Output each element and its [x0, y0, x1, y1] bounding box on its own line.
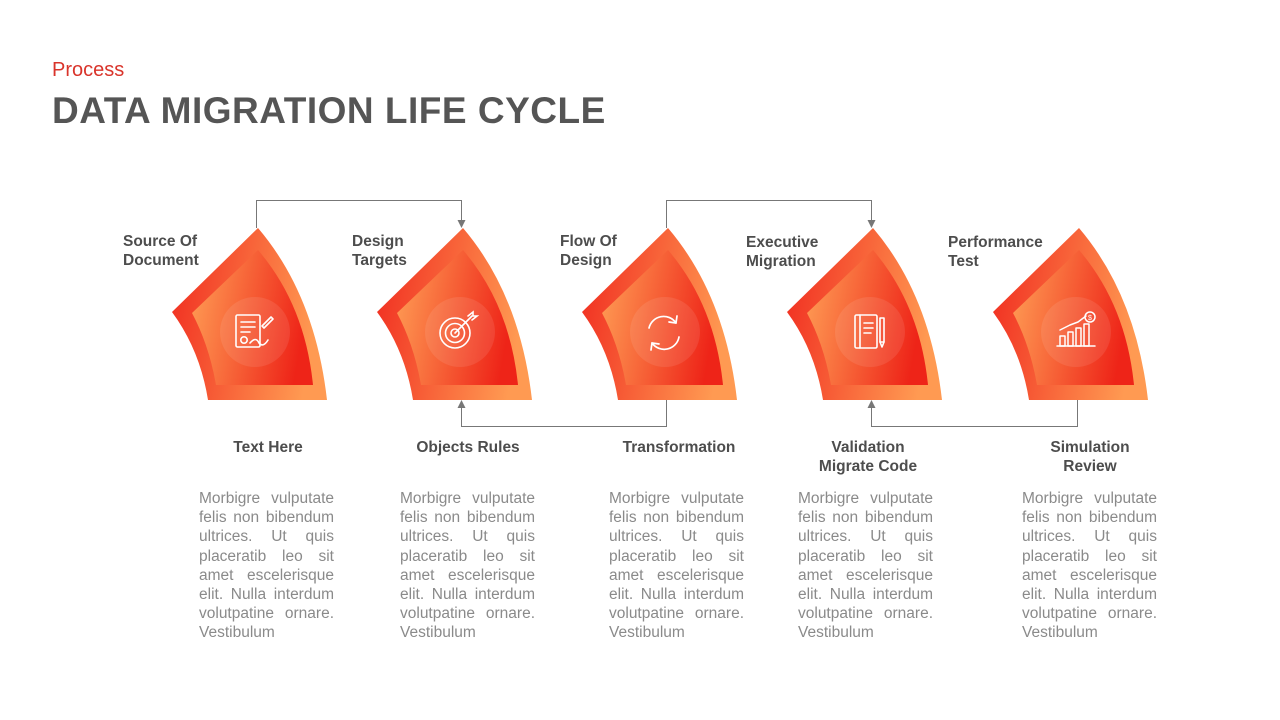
step-shape — [787, 228, 942, 400]
shape-inner — [1013, 250, 1134, 385]
connector-bottom-5-4 — [871, 400, 1078, 427]
step-shape — [172, 228, 327, 400]
icon-backdrop — [835, 297, 905, 367]
connector-top-1-2 — [256, 200, 462, 228]
step-3-bottom-label: Transformation — [622, 439, 736, 456]
step-5-bottom-label: Simulation Review — [1050, 439, 1130, 475]
step-3-top-label: Flow Of Design — [560, 233, 617, 269]
connector-arrowheads — [457, 220, 876, 408]
arrowhead-down — [457, 220, 466, 228]
step-shape: $ — [993, 228, 1148, 400]
arrowhead-up — [457, 400, 466, 408]
notebook-pen-icon — [854, 314, 885, 349]
step-1-top-label: Source Of Document — [123, 233, 199, 269]
shape-inner — [192, 250, 313, 385]
step-2-description: Morbigre vulputate felis non bibendum ul… — [400, 490, 535, 642]
icon-backdrop — [220, 297, 290, 367]
arrowhead-up — [867, 400, 876, 408]
step-2-bottom-label: Objects Rules — [416, 439, 520, 456]
step-3-description: Morbigre vulputate felis non bibendum ul… — [609, 490, 744, 642]
step-1-bottom-label: Text Here — [233, 439, 303, 456]
step-5-description: Morbigre vulputate felis non bibendum ul… — [1022, 490, 1157, 642]
step-4-description: Morbigre vulputate felis non bibendum ul… — [798, 490, 933, 642]
svg-text:$: $ — [1088, 315, 1092, 322]
step-4-bottom-label: Validation Migrate Code — [818, 439, 918, 475]
section-label: Process — [52, 59, 125, 81]
target-icon — [439, 310, 480, 349]
icon-backdrop — [630, 297, 700, 367]
arrowhead-down — [867, 220, 876, 228]
refresh-icon — [648, 315, 680, 351]
shape-inner — [807, 250, 928, 385]
connector-top-3-4 — [666, 200, 872, 228]
growth-chart-icon: $ — [1056, 311, 1096, 347]
step-2-top-label: Design Targets — [352, 233, 407, 269]
step-5-top-label: Performance Test — [948, 234, 1043, 270]
connectors — [256, 200, 1078, 427]
page-title: DATA MIGRATION LIFE CYCLE — [52, 90, 606, 131]
step-shape — [377, 228, 532, 400]
shape-inner — [602, 250, 723, 385]
step-shape — [582, 228, 737, 400]
connector-bottom-3-2 — [461, 400, 667, 427]
document-signature-icon — [235, 314, 274, 348]
icon-backdrop — [425, 297, 495, 367]
step-4-top-label: Executive Migration — [746, 234, 819, 270]
step-1-description: Morbigre vulputate felis non bibendum ul… — [199, 490, 334, 642]
